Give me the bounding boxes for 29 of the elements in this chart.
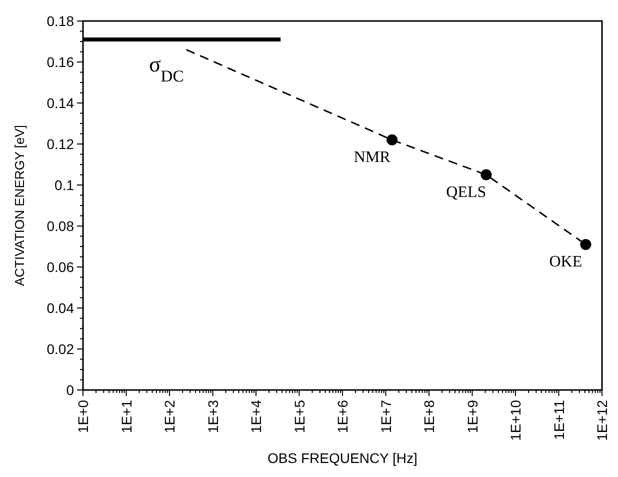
annotation: QELS — [446, 184, 486, 201]
annotation: OKE — [549, 253, 582, 270]
x-tick-label: 1E+5 — [291, 400, 308, 434]
x-tick-label: 1E+9 — [464, 400, 480, 434]
x-tick-label: 1E+6 — [334, 400, 350, 434]
y-tick-label: 0.1 — [54, 177, 74, 193]
y-tick-label: 0.18 — [46, 13, 74, 29]
x-tick-label: 1E+7 — [378, 400, 394, 434]
y-tick-label: 0.12 — [46, 136, 74, 152]
x-tick-label: 1E+2 — [162, 400, 178, 434]
y-tick-label: 0.02 — [46, 341, 74, 357]
y-tick-label: 0 — [66, 382, 74, 398]
y-tick-label: 0.06 — [46, 259, 74, 275]
annotation: σ$_{DC}$ — [148, 52, 184, 86]
y-tick-label: 0.14 — [46, 95, 74, 111]
x-tick-label: 1E+1 — [118, 400, 134, 434]
annotation: NMR — [354, 148, 391, 166]
y-tick-label: 0.16 — [46, 54, 74, 70]
x-tick-label: 1E+0 — [75, 400, 91, 434]
x-tick-label: 1E+3 — [204, 400, 221, 434]
x-tick-label: 1E+4 — [248, 400, 264, 434]
y-tick-label: 0.04 — [46, 300, 74, 316]
x-tick-label: 1E+10 — [508, 400, 524, 441]
x-tick-label: 1E+11 — [550, 400, 567, 440]
y-axis-title: ACTIVATION ENERGY [eV] — [12, 124, 27, 286]
y-tick-label: 0.08 — [46, 218, 74, 234]
x-tick-label: 1E+12 — [594, 400, 610, 441]
x-axis-title: OBS FREQUENCY [Hz] — [268, 450, 418, 466]
x-tick-label: 1E+8 — [421, 400, 437, 434]
